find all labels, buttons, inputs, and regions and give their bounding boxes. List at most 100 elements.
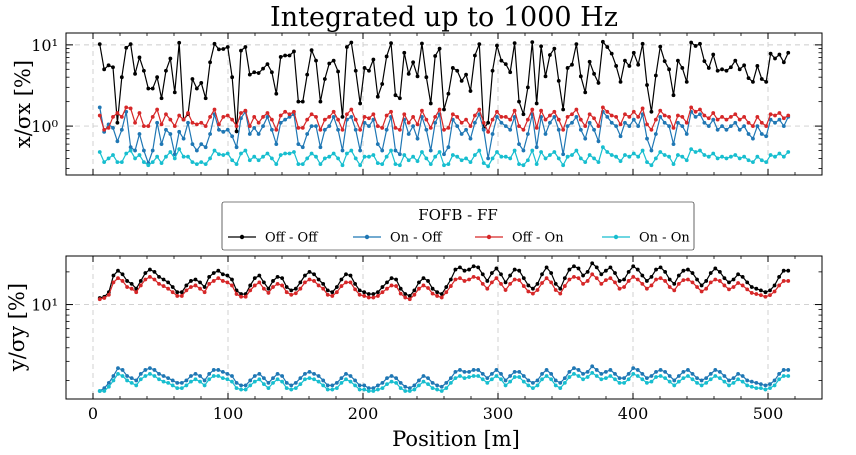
data-point — [617, 376, 622, 381]
data-point — [592, 156, 596, 161]
data-point — [605, 150, 610, 154]
data-point — [287, 114, 292, 119]
data-point — [385, 286, 389, 291]
data-point — [150, 148, 155, 153]
x-tick-label: 400 — [618, 404, 649, 423]
data-point — [293, 291, 298, 296]
data-point — [653, 117, 658, 122]
data-point — [583, 136, 588, 141]
data-point — [570, 120, 574, 125]
data-point — [366, 295, 371, 300]
data-point — [411, 114, 416, 119]
data-point — [717, 369, 722, 374]
data-point — [133, 148, 137, 153]
data-point — [280, 276, 285, 281]
data-point — [724, 117, 729, 122]
legend-item: Off - Off — [228, 231, 319, 246]
data-point — [252, 114, 257, 119]
data-point — [247, 124, 252, 128]
data-point — [116, 268, 120, 273]
top-series-3 — [97, 145, 791, 169]
data-point — [631, 371, 636, 376]
data-point — [362, 383, 367, 388]
data-point — [480, 281, 485, 286]
data-point — [453, 267, 458, 272]
data-point — [548, 120, 552, 125]
data-point — [740, 274, 745, 279]
data-point — [711, 151, 716, 156]
data-point — [455, 114, 460, 119]
data-point — [583, 160, 588, 165]
data-point — [190, 142, 195, 147]
data-point — [256, 132, 261, 136]
data-point — [521, 112, 526, 117]
data-point — [394, 284, 399, 288]
data-point — [318, 162, 323, 167]
data-point — [312, 272, 316, 277]
legend-marker — [364, 234, 370, 240]
data-point — [312, 279, 316, 283]
data-point — [450, 66, 455, 70]
data-point — [307, 269, 312, 274]
data-point — [278, 55, 283, 59]
data-point — [627, 114, 632, 119]
data-point — [155, 120, 160, 125]
data-point — [531, 286, 535, 291]
data-point — [111, 374, 116, 378]
data-point — [535, 288, 540, 292]
data-point — [129, 286, 134, 291]
data-point — [148, 366, 152, 370]
data-point — [97, 42, 102, 47]
data-point — [348, 280, 353, 285]
data-point — [193, 283, 198, 288]
data-point — [230, 283, 234, 288]
data-point — [330, 387, 335, 392]
data-point — [453, 277, 458, 282]
data-point — [567, 369, 572, 374]
data-point — [190, 160, 195, 165]
data-point — [444, 285, 449, 289]
legend-marker — [239, 234, 245, 240]
data-point — [717, 376, 722, 381]
data-point — [698, 107, 702, 112]
data-point — [266, 386, 271, 391]
data-point — [128, 148, 133, 153]
data-point — [194, 162, 199, 167]
data-point — [426, 376, 430, 381]
data-point — [230, 277, 234, 282]
data-point — [217, 122, 221, 127]
data-point — [284, 285, 289, 289]
data-point — [194, 148, 199, 153]
legend-label: On - On — [639, 231, 690, 246]
data-point — [384, 54, 389, 59]
data-point — [676, 281, 681, 286]
data-point — [614, 124, 619, 128]
data-point — [768, 117, 773, 122]
bottom-y-tick-label: 10¹ — [31, 296, 58, 315]
data-point — [353, 281, 357, 286]
data-point — [199, 81, 204, 85]
data-point — [640, 377, 645, 382]
data-point — [472, 53, 477, 58]
data-point — [412, 383, 417, 388]
data-point — [671, 142, 676, 147]
data-point — [190, 120, 195, 125]
data-point — [421, 374, 426, 378]
data-point — [649, 374, 654, 378]
data-point — [349, 114, 354, 119]
data-point — [120, 374, 125, 378]
data-point — [663, 279, 668, 283]
data-point — [599, 371, 604, 376]
data-point — [125, 374, 130, 378]
data-point — [526, 289, 531, 294]
data-point — [316, 283, 321, 288]
data-point — [265, 151, 270, 156]
data-point — [698, 41, 702, 46]
data-point — [397, 96, 402, 101]
data-point — [654, 277, 658, 282]
data-point — [111, 126, 115, 130]
data-point — [366, 292, 371, 296]
data-point — [495, 114, 499, 119]
data-point — [596, 160, 601, 165]
data-point — [296, 142, 301, 147]
